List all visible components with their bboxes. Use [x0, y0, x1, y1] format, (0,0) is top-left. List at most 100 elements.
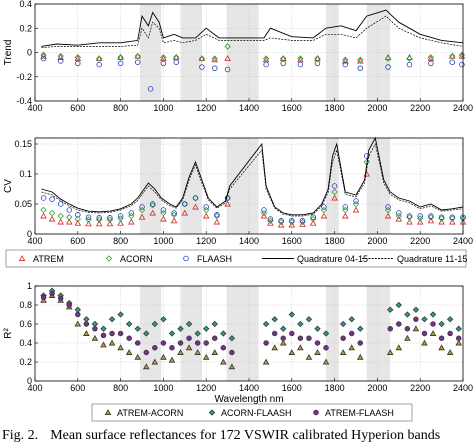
data-point-atrem — [277, 221, 285, 228]
x-tick-label: 2200 — [410, 103, 430, 113]
data-point-acorn — [262, 55, 270, 62]
data-point-atrem-flaash — [348, 330, 355, 337]
x-axis-label: Wavelength nm — [214, 394, 283, 405]
data-point-atrem — [288, 221, 296, 228]
data-point-atrem-flaash — [387, 326, 393, 332]
data-point-flaash — [224, 66, 231, 73]
x-tick-label: 1600 — [282, 103, 302, 113]
data-point-acorn — [299, 218, 306, 226]
x-tick-label: 2000 — [367, 236, 387, 246]
data-point-flaash — [396, 210, 402, 216]
x-tick-label: 1400 — [239, 236, 259, 246]
data-point-acorn — [395, 212, 402, 220]
legend-reflectance-methods: ATREM ACORN FLAASH Quadrature 04-15 Quadratu… — [5, 249, 467, 268]
data-point-atrem-acorn — [429, 330, 437, 336]
data-point-acorn-flaash — [455, 325, 462, 332]
data-point-atrem — [202, 212, 210, 219]
data-point-atrem-acorn — [228, 363, 236, 370]
y-tick-label: -0.4 — [16, 96, 32, 106]
data-point-atrem-flaash — [220, 345, 227, 351]
data-point-atrem-flaash — [194, 340, 201, 346]
data-point-flaash — [314, 60, 321, 67]
data-point-atrem — [224, 200, 231, 207]
data-point-atrem-flaash — [186, 335, 192, 341]
data-point-atrem-flaash — [169, 345, 175, 351]
data-point-flaash — [40, 195, 47, 201]
data-point-atrem-acorn — [177, 349, 184, 355]
data-point-atrem-flaash — [40, 294, 47, 301]
legend-box — [5, 249, 467, 268]
caption-text: Mean surface reflectances for 172 VSWIR … — [50, 428, 441, 443]
data-point-flaash — [149, 201, 156, 207]
data-point-acorn-flaash — [339, 320, 347, 328]
y-tick-label: 0 — [27, 48, 32, 58]
data-point-atrem-acorn — [386, 349, 394, 355]
data-point-atrem-acorn — [220, 358, 227, 365]
data-point-atrem-acorn — [100, 341, 107, 348]
data-point-atrem-acorn — [404, 334, 411, 341]
data-point-flaash — [267, 216, 274, 222]
legend-label: Quadrature 04-15 — [297, 254, 368, 264]
legend-method-pairs: ATREM-ACORN ACORN-FLAASH ATREM-FLAASH — [91, 403, 413, 422]
data-point-atrem-flaash — [66, 302, 72, 308]
data-point-atrem-flaash — [75, 311, 81, 318]
data-point-acorn — [40, 51, 47, 59]
data-point-atrem-acorn — [357, 353, 364, 360]
plot-frame — [34, 137, 464, 235]
data-point-flaash — [199, 64, 205, 70]
data-point-acorn — [96, 216, 103, 223]
y-tick-label: 0 — [27, 376, 32, 386]
data-point-acorn — [438, 215, 445, 222]
data-point-acorn — [96, 55, 103, 62]
data-point-atrem-acorn — [125, 349, 133, 355]
data-point-atrem-flaash — [152, 345, 158, 351]
data-point-flaash — [107, 215, 113, 221]
data-point-atrem — [192, 203, 199, 210]
y-tick-label: 0.4 — [19, 338, 32, 348]
data-point-acorn — [297, 55, 304, 62]
data-point-flaash — [353, 198, 359, 204]
data-point-flaash — [57, 201, 64, 207]
data-point-atrem-acorn — [262, 358, 270, 365]
y-tick-label: -0.2 — [16, 72, 32, 82]
data-point-atrem-flaash — [100, 332, 107, 339]
data-point-flaash — [139, 204, 145, 210]
data-point-flaash — [385, 204, 391, 210]
x-tick-label: 600 — [70, 383, 85, 393]
legend-label: ATREM-ACORN — [117, 408, 183, 418]
data-point-acorn-flaash — [262, 320, 270, 328]
data-point-atrem-acorn — [279, 339, 287, 346]
data-point-acorn — [57, 212, 64, 220]
data-point-atrem-acorn — [421, 339, 428, 346]
data-point-flaash — [85, 214, 92, 220]
data-point-atrem-acorn — [438, 344, 445, 351]
data-point-acorn-flaash — [185, 320, 193, 328]
data-point-acorn — [277, 218, 285, 226]
legend-label: Quadrature 11-15 — [397, 254, 467, 264]
x-tick-label: 1000 — [153, 236, 173, 246]
data-point-acorn — [260, 209, 268, 217]
data-point-atrem — [438, 218, 445, 225]
data-point-flaash — [160, 207, 167, 213]
x-tick-label: 2400 — [453, 236, 473, 246]
data-point-atrem — [40, 212, 47, 219]
absorption-band — [366, 138, 391, 234]
data-point-acorn — [320, 206, 328, 214]
x-tick-label: 2200 — [410, 383, 430, 393]
data-point-flaash — [128, 210, 135, 216]
legend-label: FLAASH — [197, 254, 232, 264]
data-point-flaash — [75, 60, 81, 67]
data-point-atrem-flaash — [280, 335, 286, 341]
data-point-acorn — [74, 54, 81, 61]
legend-item-quadrature-04-15: Quadrature 04-15 — [262, 254, 368, 264]
data-point-flaash — [331, 183, 338, 189]
x-tick-label: 2000 — [367, 383, 387, 393]
data-point-acorn-flaash — [305, 316, 313, 323]
data-point-acorn — [149, 202, 156, 209]
data-point-acorn — [74, 215, 81, 223]
legend-marker-flaash — [183, 255, 189, 262]
data-point-acorn — [170, 211, 178, 218]
series-line-quadrature-04-15 — [41, 136, 464, 216]
x-tick-label: 600 — [70, 236, 85, 246]
data-point-acorn-flaash — [100, 325, 107, 332]
